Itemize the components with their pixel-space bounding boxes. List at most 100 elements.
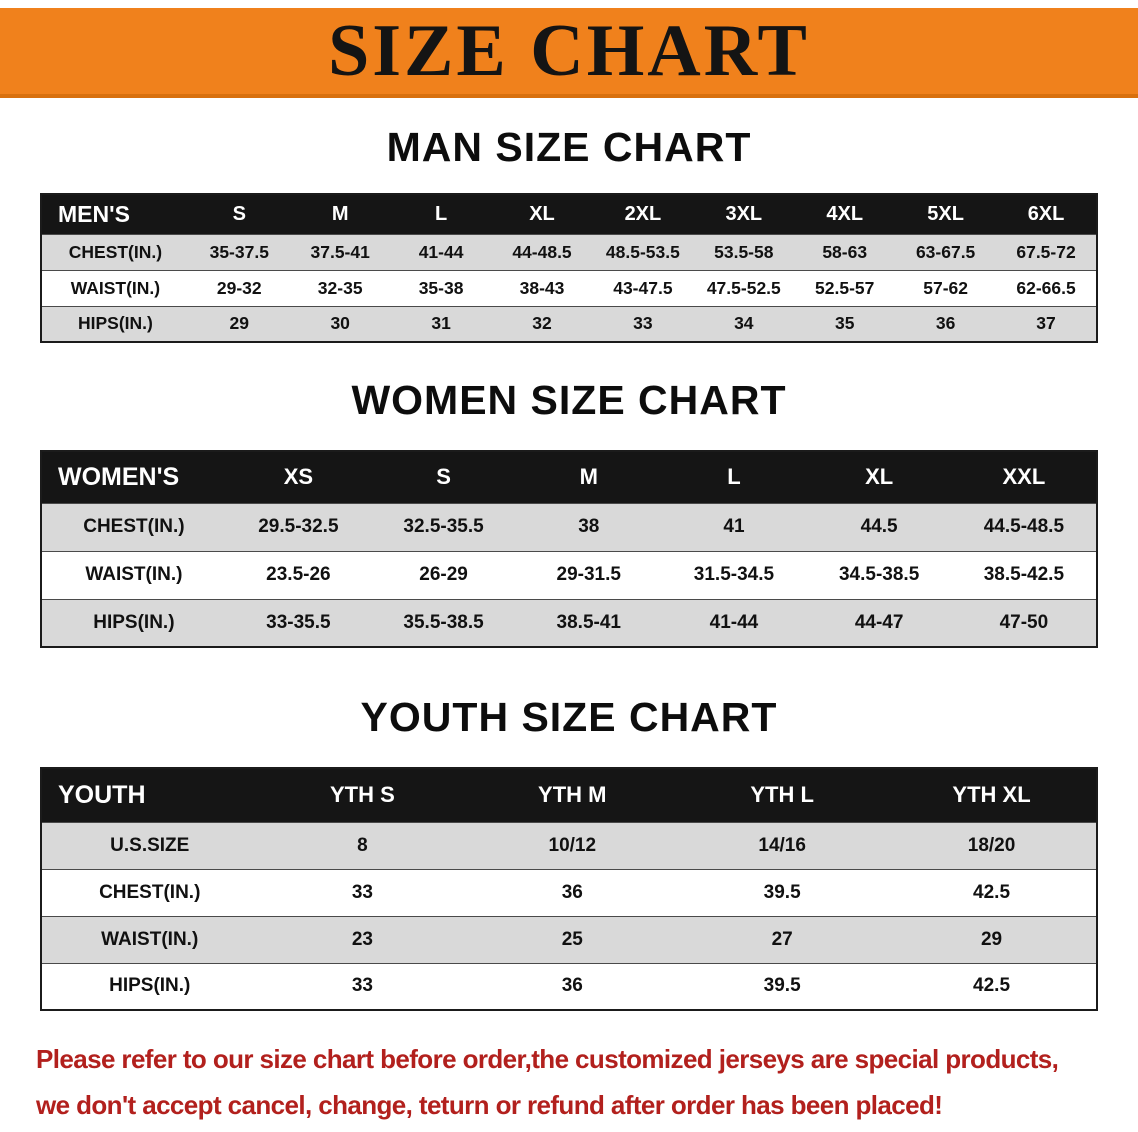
size-column-header: 5XL: [895, 194, 997, 235]
size-table-row: CHEST(IN.) 35-37.5 37.5-41 41-44 44-48.5 48.5…: [41, 233, 1097, 271]
size-column-header: YTH L: [677, 768, 888, 823]
size-value-cell: 29: [887, 915, 1097, 964]
size-column-header: S: [188, 194, 290, 235]
size-value-cell: 58-63: [794, 233, 896, 271]
men-section: MAN SIZE CHART MEN'S S M L XL 2XL 3XL 4XL 5XL 6XL…: [0, 124, 1138, 343]
size-column-header: 2XL: [592, 194, 694, 235]
size-value-cell: 31.5-34.5: [661, 550, 807, 600]
size-value-cell: 32.5-35.5: [370, 502, 517, 552]
size-value-cell: 33: [257, 868, 468, 917]
size-value-cell: 53.5-58: [693, 233, 795, 271]
size-value-cell: 34: [693, 305, 795, 343]
size-value-cell: 38.5-41: [516, 598, 662, 648]
size-value-cell: 14/16: [677, 821, 888, 870]
size-value-cell: 47-50: [951, 598, 1097, 648]
size-column-header: XS: [225, 451, 371, 504]
size-value-cell: 29: [188, 305, 290, 343]
size-column-header: YTH XL: [887, 768, 1097, 823]
size-value-cell: 42.5: [887, 962, 1097, 1011]
size-value-cell: 8: [257, 821, 468, 870]
size-value-cell: 30: [289, 305, 391, 343]
size-table-row: U.S.SIZE 8 10/12 14/16 18/20: [41, 821, 1097, 870]
size-value-cell: 35-38: [390, 269, 492, 307]
size-table-row: HIPS(IN.) 33 36 39.5 42.5: [41, 962, 1097, 1011]
size-value-cell: 38.5-42.5: [951, 550, 1097, 600]
size-column-header: XL: [806, 451, 952, 504]
size-column-header: YTH S: [257, 768, 468, 823]
measure-row-label: CHEST(IN.): [41, 502, 226, 552]
size-value-cell: 44.5: [806, 502, 952, 552]
youth-size-table: YOUTH YTH S YTH M YTH L YTH XL U.S.SIZE 8 10/12…: [40, 767, 1098, 1011]
size-column-header: M: [516, 451, 662, 504]
size-value-cell: 18/20: [887, 821, 1097, 870]
size-table-row: HIPS(IN.) 33-35.5 35.5-38.5 38.5-41 41-44 44-…: [41, 598, 1097, 648]
measure-row-label: WAIST(IN.): [41, 915, 258, 964]
size-value-cell: 27: [677, 915, 888, 964]
size-value-cell: 23.5-26: [225, 550, 371, 600]
table-corner-label: MEN'S: [41, 194, 189, 235]
size-value-cell: 44.5-48.5: [951, 502, 1097, 552]
measure-row-label: U.S.SIZE: [41, 821, 258, 870]
size-value-cell: 37.5-41: [289, 233, 391, 271]
size-value-cell: 38-43: [491, 269, 593, 307]
size-value-cell: 33-35.5: [225, 598, 371, 648]
size-value-cell: 26-29: [370, 550, 517, 600]
women-section: WOMEN SIZE CHART WOMEN'S XS S M L XL XXL CHEST(…: [0, 377, 1138, 648]
youth-section-heading: YOUTH SIZE CHART: [360, 694, 778, 740]
disclaimer: Please refer to our size chart before or…: [36, 1037, 1102, 1128]
size-value-cell: 57-62: [895, 269, 997, 307]
size-value-cell: 33: [592, 305, 694, 343]
measure-row-label: CHEST(IN.): [41, 233, 189, 271]
size-value-cell: 44-47: [806, 598, 952, 648]
size-column-header: 6XL: [996, 194, 1097, 235]
size-value-cell: 39.5: [677, 962, 888, 1011]
size-value-cell: 32-35: [289, 269, 391, 307]
size-column-header: XL: [491, 194, 593, 235]
size-value-cell: 29-32: [188, 269, 290, 307]
measure-row-label: CHEST(IN.): [41, 868, 258, 917]
size-column-header: 3XL: [693, 194, 795, 235]
size-value-cell: 41-44: [390, 233, 492, 271]
size-value-cell: 34.5-38.5: [806, 550, 952, 600]
size-value-cell: 29.5-32.5: [225, 502, 371, 552]
size-table-header-row: YOUTH YTH S YTH M YTH L YTH XL: [41, 768, 1097, 823]
men-size-table: MEN'S S M L XL 2XL 3XL 4XL 5XL 6XL CHEST(IN.) 35-37…: [40, 193, 1098, 343]
size-value-cell: 31: [390, 305, 492, 343]
size-value-cell: 41: [661, 502, 807, 552]
women-size-table: WOMEN'S XS S M L XL XXL CHEST(IN.) 29.5-32.5 32.5…: [40, 450, 1098, 648]
table-corner-label: YOUTH: [41, 768, 258, 823]
size-value-cell: 37: [996, 305, 1097, 343]
size-column-header: M: [289, 194, 391, 235]
size-value-cell: 42.5: [887, 868, 1097, 917]
size-table-row: WAIST(IN.) 29-32 32-35 35-38 38-43 43-47.5 47.…: [41, 269, 1097, 307]
disclaimer-line-2: we don't accept cancel, change, teturn o…: [36, 1089, 943, 1120]
size-column-header: YTH M: [467, 768, 678, 823]
page-title: SIZE CHART: [328, 9, 810, 92]
size-value-cell: 43-47.5: [592, 269, 694, 307]
size-column-header: L: [661, 451, 807, 504]
size-table-row: HIPS(IN.) 29 30 31 32 33 34 35 36 37: [41, 305, 1097, 343]
measure-row-label: HIPS(IN.): [41, 305, 189, 343]
size-value-cell: 36: [895, 305, 997, 343]
size-value-cell: 62-66.5: [996, 269, 1097, 307]
size-value-cell: 39.5: [677, 868, 888, 917]
measure-row-label: WAIST(IN.): [41, 550, 226, 600]
size-value-cell: 47.5-52.5: [693, 269, 795, 307]
size-chart-page: SIZE CHART MAN SIZE CHART MEN'S S M L XL 2XL 3…: [0, 8, 1138, 1128]
size-table-row: WAIST(IN.) 23.5-26 26-29 29-31.5 31.5-34.5 34…: [41, 550, 1097, 600]
size-value-cell: 63-67.5: [895, 233, 997, 271]
size-value-cell: 36: [467, 868, 678, 917]
size-value-cell: 29-31.5: [516, 550, 662, 600]
size-value-cell: 35: [794, 305, 896, 343]
table-corner-label: WOMEN'S: [41, 451, 226, 504]
measure-row-label: HIPS(IN.): [41, 962, 258, 1011]
size-value-cell: 36: [467, 962, 678, 1011]
size-column-header: XXL: [951, 451, 1097, 504]
size-table-header-row: MEN'S S M L XL 2XL 3XL 4XL 5XL 6XL: [41, 194, 1097, 235]
size-table-row: CHEST(IN.) 29.5-32.5 32.5-35.5 38 41 44.5 44.5…: [41, 502, 1097, 552]
size-column-header: 4XL: [794, 194, 896, 235]
size-value-cell: 41-44: [661, 598, 807, 648]
size-value-cell: 32: [491, 305, 593, 343]
size-column-header: S: [370, 451, 517, 504]
youth-section: YOUTH SIZE CHART YOUTH YTH S YTH M YTH L YTH…: [0, 694, 1138, 1011]
